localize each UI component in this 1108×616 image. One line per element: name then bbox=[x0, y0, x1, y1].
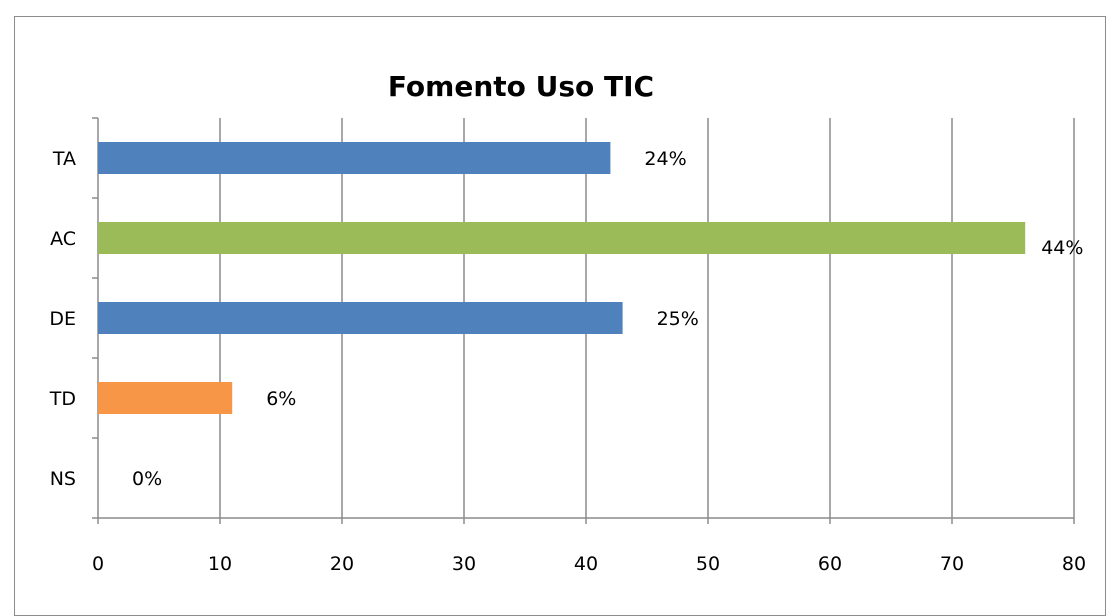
x-tick-label: 80 bbox=[1062, 553, 1086, 575]
category-label: AC bbox=[50, 228, 76, 250]
bar-ac bbox=[98, 222, 1026, 254]
grid-layer bbox=[219, 118, 1075, 518]
x-tick-label: 10 bbox=[208, 553, 232, 575]
data-label: 44% bbox=[1041, 237, 1083, 259]
x-tick-label: 30 bbox=[452, 553, 476, 575]
data-label: 25% bbox=[657, 308, 699, 330]
category-label: TD bbox=[49, 388, 76, 410]
chart-title: Fomento Uso TIC bbox=[388, 70, 654, 103]
axis-layer: 0 10 20 30 40 50 60 70 80 bbox=[92, 117, 1086, 575]
data-label: 24% bbox=[644, 148, 686, 170]
x-tick-label: 40 bbox=[574, 553, 598, 575]
x-tick-label: 70 bbox=[940, 553, 964, 575]
label-layer: TA 24% AC 44% DE 25% TD 6% NS 0% bbox=[49, 148, 1084, 490]
data-label: 0% bbox=[132, 468, 162, 490]
x-tick-label: 0 bbox=[92, 553, 104, 575]
bar-layer bbox=[98, 142, 1026, 414]
x-tick-label: 50 bbox=[696, 553, 720, 575]
x-tick-label: 60 bbox=[818, 553, 842, 575]
bar-td bbox=[98, 382, 233, 414]
data-label: 6% bbox=[266, 388, 296, 410]
bar-chart: Fomento Uso TIC 0 10 20 30 40 50 60 70 80 TA 24% A… bbox=[49, 70, 1086, 575]
bar-de bbox=[98, 302, 623, 334]
category-label: NS bbox=[50, 468, 76, 490]
bar-ta bbox=[98, 142, 611, 174]
x-tick-label: 20 bbox=[330, 553, 354, 575]
category-label: TA bbox=[52, 148, 76, 170]
category-label: DE bbox=[49, 308, 76, 330]
